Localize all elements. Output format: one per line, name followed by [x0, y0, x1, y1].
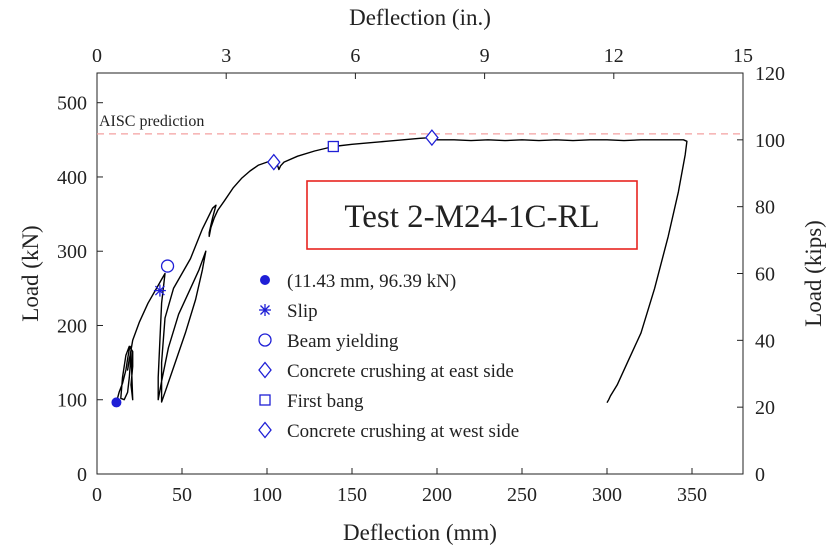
x-tick-label: 300 [592, 484, 622, 506]
x2-axis-title: Deflection (in.) [349, 5, 491, 30]
legend-symbol [260, 275, 270, 285]
x-tick-label: 100 [252, 484, 282, 506]
legend-label: Beam yielding [287, 331, 399, 352]
data-marker [160, 259, 175, 273]
x2-tick-label: 12 [604, 45, 624, 67]
y-tick-label: 500 [57, 93, 87, 115]
y2-tick-label: 100 [755, 130, 785, 152]
data-marker [153, 284, 166, 297]
legend-item: Slip [259, 301, 318, 322]
data-marker [111, 397, 122, 408]
legend-label: Slip [287, 301, 318, 322]
marker-shape [258, 361, 272, 379]
y-tick-label: 300 [57, 241, 87, 263]
legend-symbol [258, 421, 272, 439]
test-label-group: Test 2-M24-1C-RL [306, 180, 638, 250]
x2-tick-label: 0 [92, 45, 102, 67]
legend-label: Concrete crushing at east side [287, 361, 514, 382]
x-axis-title: Deflection (mm) [343, 520, 497, 545]
x-tick-label: 0 [92, 484, 102, 506]
marker-shape [258, 421, 272, 439]
legend-item: (11.43 mm, 96.39 kN) [260, 271, 456, 292]
x2-tick-label: 15 [733, 45, 753, 67]
legend-item: First bang [259, 391, 364, 412]
x2-tick-label: 6 [350, 45, 360, 67]
legend-item: Concrete crushing at west side [258, 421, 519, 442]
legend-item: Concrete crushing at east side [258, 361, 514, 382]
aisc-prediction-line-group: AISC prediction [97, 113, 743, 135]
x-tick-label: 50 [172, 484, 192, 506]
x-tick-label: 200 [422, 484, 452, 506]
y2-tick-label: 80 [755, 197, 775, 219]
legend-item: Beam yielding [258, 331, 399, 352]
marker-shape [258, 333, 272, 347]
marker-shape [259, 394, 271, 406]
test-label: Test 2-M24-1C-RL [344, 199, 599, 235]
legend-label: (11.43 mm, 96.39 kN) [287, 271, 456, 292]
legend-symbol [259, 394, 271, 406]
data-marker [425, 129, 439, 147]
x2-tick-label: 3 [221, 45, 231, 67]
x2-tick-label: 9 [480, 45, 490, 67]
data-marker [327, 140, 339, 153]
marker-shape [260, 275, 270, 285]
marker-shape [111, 397, 122, 408]
x-tick-label: 150 [337, 484, 367, 506]
legend-symbol [259, 304, 271, 316]
legend-label: First bang [287, 391, 364, 412]
y2-tick-label: 0 [755, 464, 765, 486]
y2-tick-label: 120 [755, 63, 785, 85]
legend: (11.43 mm, 96.39 kN) Slip Beam yielding Con… [258, 271, 519, 442]
curve-group [115, 136, 688, 404]
legend-symbol [258, 333, 272, 347]
y2-tick-label: 40 [755, 330, 775, 352]
x-tick-label: 250 [507, 484, 537, 506]
legend-symbol [258, 361, 272, 379]
marker-shape [266, 153, 281, 171]
y-tick-label: 0 [77, 464, 87, 486]
y2-axis-title: Load (kips) [801, 220, 826, 327]
y-tick-label: 100 [57, 390, 87, 412]
marker-stroke [154, 285, 165, 296]
y2-tick-label: 60 [755, 264, 775, 286]
y-tick-label: 400 [57, 167, 87, 189]
legend-label: Concrete crushing at west side [287, 421, 519, 442]
data-marker [266, 153, 281, 171]
aisc-prediction-label: AISC prediction [99, 113, 204, 130]
marker-shape [327, 140, 339, 153]
marker-shape [425, 129, 439, 147]
test-label-box [306, 180, 638, 250]
y-axis-title: Load (kN) [18, 225, 43, 321]
markers-group [111, 129, 439, 408]
series-line [115, 136, 688, 404]
y2-tick-label: 20 [755, 397, 775, 419]
y-tick-label: 200 [57, 315, 87, 337]
marker-shape [160, 259, 175, 273]
x-tick-label: 350 [677, 484, 707, 506]
marker-stroke [260, 305, 270, 315]
